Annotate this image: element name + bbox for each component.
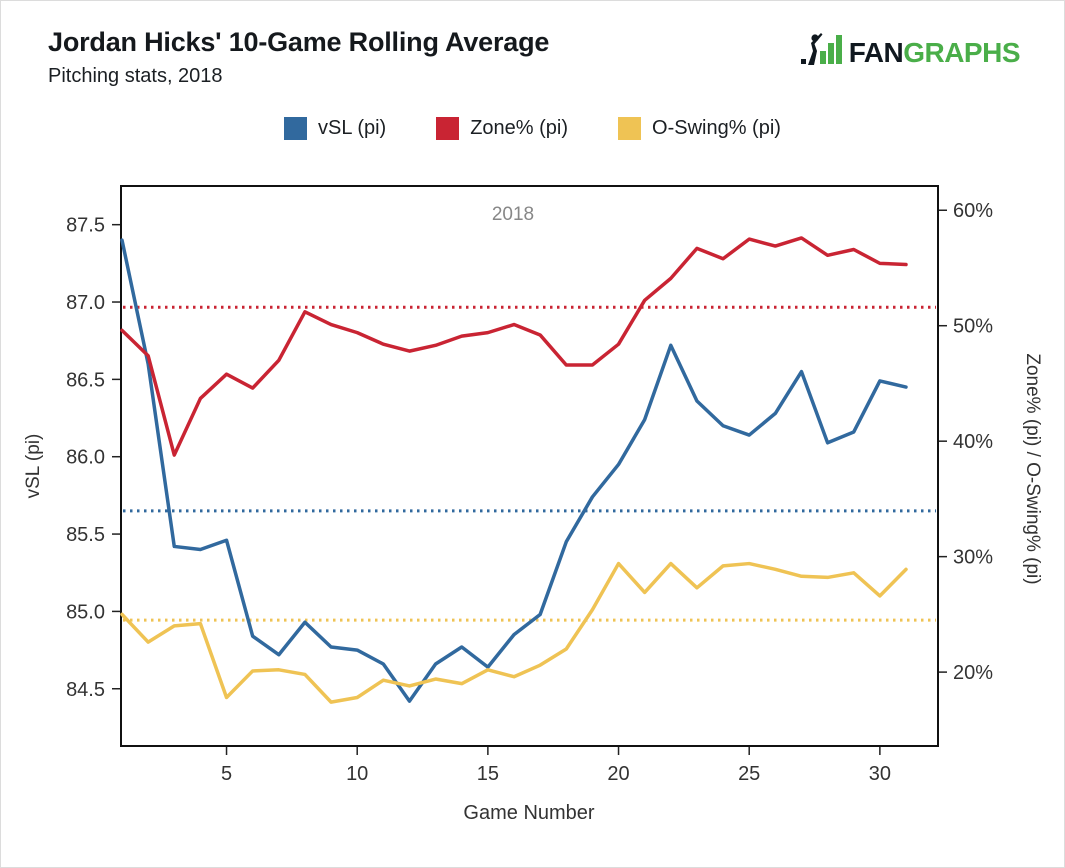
- vsl-line: [120, 238, 908, 703]
- left-axis-tick-label: 87.5: [66, 215, 105, 237]
- legend-item-vsl[interactable]: vSL (pi): [284, 116, 387, 140]
- x-axis-tick-label: 5: [221, 763, 232, 785]
- left-axis-tick-label: 87.0: [66, 292, 105, 314]
- left-axis-tick-label: 85.0: [66, 601, 105, 623]
- zone-line: [120, 236, 908, 457]
- plot-region: 87.5 87.0 86.5 86.0 85.5 85.0 84.5 60% 50% 40% 30%…: [66, 185, 993, 785]
- legend-label-vsl: vSL (pi): [318, 116, 387, 139]
- legend-swatch-vsl: [284, 116, 308, 140]
- x-axis-title: Game Number: [463, 802, 594, 824]
- left-axis-tick-label: 86.0: [66, 447, 105, 469]
- left-axis-tick-label: 84.5: [66, 679, 105, 701]
- legend-label-oswing: O-Swing% (pi): [652, 116, 781, 139]
- right-axis-tick-label: 60%: [953, 200, 993, 222]
- fangraphs-logo-fan: FAN: [848, 37, 904, 68]
- legend-item-zone[interactable]: Zone% (pi): [436, 116, 569, 140]
- right-axis-tick-label: 20%: [953, 662, 993, 684]
- x-axis-tick-label: 10: [346, 763, 368, 785]
- right-axis-tick-label: 50%: [953, 316, 993, 338]
- legend-swatch-zone: [436, 116, 460, 140]
- right-axis-tick-label: 30%: [953, 547, 993, 569]
- x-axis-tick-label: 20: [607, 763, 629, 785]
- left-axis-tick-label: 86.5: [66, 369, 105, 391]
- chart-subtitle: Pitching stats, 2018: [48, 65, 223, 87]
- right-axis-tick-label: 40%: [953, 431, 993, 453]
- legend-label-zone: Zone% (pi): [470, 116, 569, 139]
- legend-item-oswing[interactable]: O-Swing% (pi): [618, 116, 781, 140]
- x-axis-tick-label: 15: [477, 763, 499, 785]
- right-axis-title: Zone% (pi) / O-Swing% (pi): [1022, 353, 1043, 584]
- chart-title: Jordan Hicks' 10-Game Rolling Average: [48, 27, 550, 57]
- chart-legend: vSL (pi) Zone% (pi) O-Swing% (pi): [1, 113, 1064, 143]
- left-axis-tick-label: 85.5: [66, 524, 105, 546]
- x-axis-tick-label: 25: [738, 763, 760, 785]
- fangraphs-logo-graphs: GRAPHS: [903, 37, 1020, 68]
- facet-year-label: 2018: [492, 204, 534, 225]
- oswing-line: [120, 561, 908, 704]
- fangraphs-logo: FANGRAPHS: [800, 31, 1021, 68]
- x-axis-tick-label: 30: [869, 763, 891, 785]
- fangraphs-batter-icon: [800, 33, 842, 65]
- fangraphs-logo-text: FANGRAPHS: [848, 37, 1021, 68]
- left-axis-title: vSL (pi): [23, 434, 44, 499]
- plot-frame: [120, 185, 939, 747]
- legend-swatch-oswing: [618, 116, 642, 140]
